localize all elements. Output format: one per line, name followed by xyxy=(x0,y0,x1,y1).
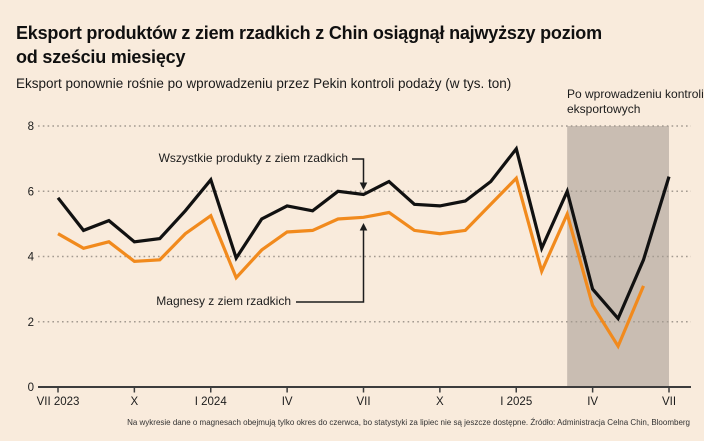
series-line xyxy=(57,175,645,350)
x-tick-label: VII xyxy=(356,396,370,408)
callout-line-all-products xyxy=(352,158,365,184)
x-tick-label: VII xyxy=(662,396,676,408)
chart-title-line1: Eksport produktów z ziem rzadkich z Chin… xyxy=(16,23,602,44)
series-label-all-products: Wszystkie produkty z ziem rzadkich xyxy=(158,151,348,165)
series-line xyxy=(56,145,671,322)
x-tick-label: I 2024 xyxy=(195,396,228,408)
chart-plot-svg: VII 2023 X I 2024 IV VII X I 2025 IV VII 0 2 4 6 8 xyxy=(28,121,691,408)
chart-subtitle: Eksport ponownie rośnie po wprowadzeniu … xyxy=(16,75,512,91)
y-tick-label: 6 xyxy=(28,186,34,198)
series-label-magnets: Magnesy z ziem rzadkich xyxy=(156,294,291,308)
chart-title: Eksport produktów z ziem rzadkich z Chin… xyxy=(16,21,602,69)
source-footnote: Na wykresie dane o magnesach obejmują ty… xyxy=(127,418,690,427)
x-tick-label: VII 2023 xyxy=(37,396,80,408)
x-tick-label: IV xyxy=(587,396,598,408)
export-controls-annotation: Po wprowadzeniu kontroli eksportowych xyxy=(567,87,704,116)
chart-title-line2: od sześciu miesięcy xyxy=(16,47,186,68)
callout-line-magnets xyxy=(296,229,365,303)
y-tick-label: 4 xyxy=(28,252,35,264)
x-tick-label: IV xyxy=(282,396,293,408)
arrow-down-icon xyxy=(359,182,368,190)
x-tick-label: X xyxy=(131,396,139,408)
y-tick-label: 2 xyxy=(28,317,34,329)
y-tick-label: 0 xyxy=(28,382,34,394)
x-tick-label: I 2025 xyxy=(500,396,532,408)
x-tick-label: X xyxy=(436,396,444,408)
y-tick-label: 8 xyxy=(28,121,34,133)
arrow-up-icon xyxy=(359,223,368,231)
